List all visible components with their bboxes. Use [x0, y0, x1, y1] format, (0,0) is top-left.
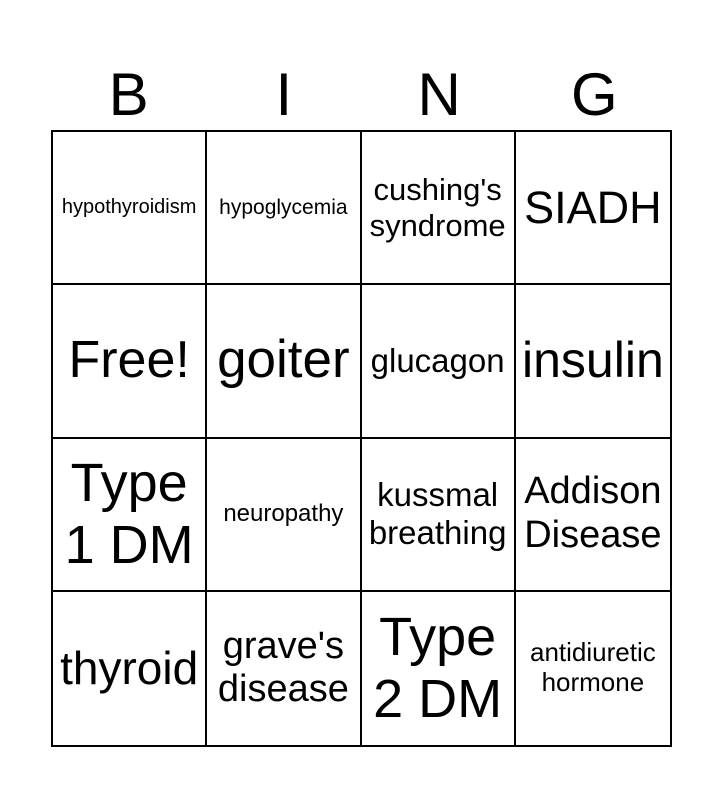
- bingo-cell-r2c4[interactable]: insulin: [515, 285, 670, 439]
- cell-label: Free!: [68, 330, 190, 389]
- bingo-cell-r4c4[interactable]: antidiuretic hormone: [515, 591, 670, 745]
- cell-label: neuropathy: [223, 500, 344, 528]
- bingo-cell-r4c2[interactable]: grave's disease: [207, 591, 362, 745]
- bingo-cell-r3c3[interactable]: kussmal breathing: [361, 438, 516, 592]
- cell-label: antidiuretic hormone: [530, 637, 656, 698]
- bingo-cell-r3c2[interactable]: neuropathy: [207, 438, 362, 592]
- cell-label: insulin: [522, 332, 664, 389]
- header-letter-g: G: [571, 61, 618, 128]
- cell-label: hypothyroidism: [61, 196, 197, 219]
- bingo-grid: hypothyroidism hypoglycemia cushing's sy…: [51, 130, 672, 747]
- bingo-cell-free-space[interactable]: Free!: [53, 285, 208, 439]
- header-letter-n: N: [417, 61, 461, 128]
- header-letter-i: I: [275, 61, 293, 128]
- bingo-cell-r4c3[interactable]: Type 2 DM: [361, 591, 516, 745]
- cell-label: hypoglycemia: [219, 195, 348, 219]
- cell-label: Addison Disease: [524, 470, 662, 557]
- cell-label: cushing's syndrome: [369, 171, 506, 243]
- bingo-cell-r1c1[interactable]: hypothyroidism: [53, 132, 208, 286]
- bingo-cell-r2c3[interactable]: glucagon: [361, 285, 516, 439]
- bingo-cell-r3c4[interactable]: Addison Disease: [515, 438, 670, 592]
- cell-label: kussmal breathing: [368, 476, 507, 552]
- cell-label: Type 2 DM: [373, 607, 503, 730]
- cell-label: thyroid: [60, 641, 199, 694]
- cell-label: SIADH: [524, 181, 662, 233]
- bingo-cell-r4c1[interactable]: thyroid: [53, 591, 208, 745]
- bingo-header: B I N G: [51, 64, 672, 126]
- bingo-cell-r1c2[interactable]: hypoglycemia: [207, 132, 362, 286]
- cell-label: Type 1 DM: [64, 453, 194, 576]
- bingo-cell-r2c2[interactable]: goiter: [207, 285, 362, 439]
- cell-label: goiter: [217, 330, 350, 390]
- bingo-cell-r1c3[interactable]: cushing's syndrome: [361, 132, 516, 286]
- bingo-cell-r3c1[interactable]: Type 1 DM: [53, 438, 208, 592]
- cell-label: glucagon: [370, 341, 505, 379]
- header-letter-b: B: [108, 61, 149, 128]
- bingo-cell-r1c4[interactable]: SIADH: [515, 132, 670, 286]
- cell-label: grave's disease: [217, 624, 349, 711]
